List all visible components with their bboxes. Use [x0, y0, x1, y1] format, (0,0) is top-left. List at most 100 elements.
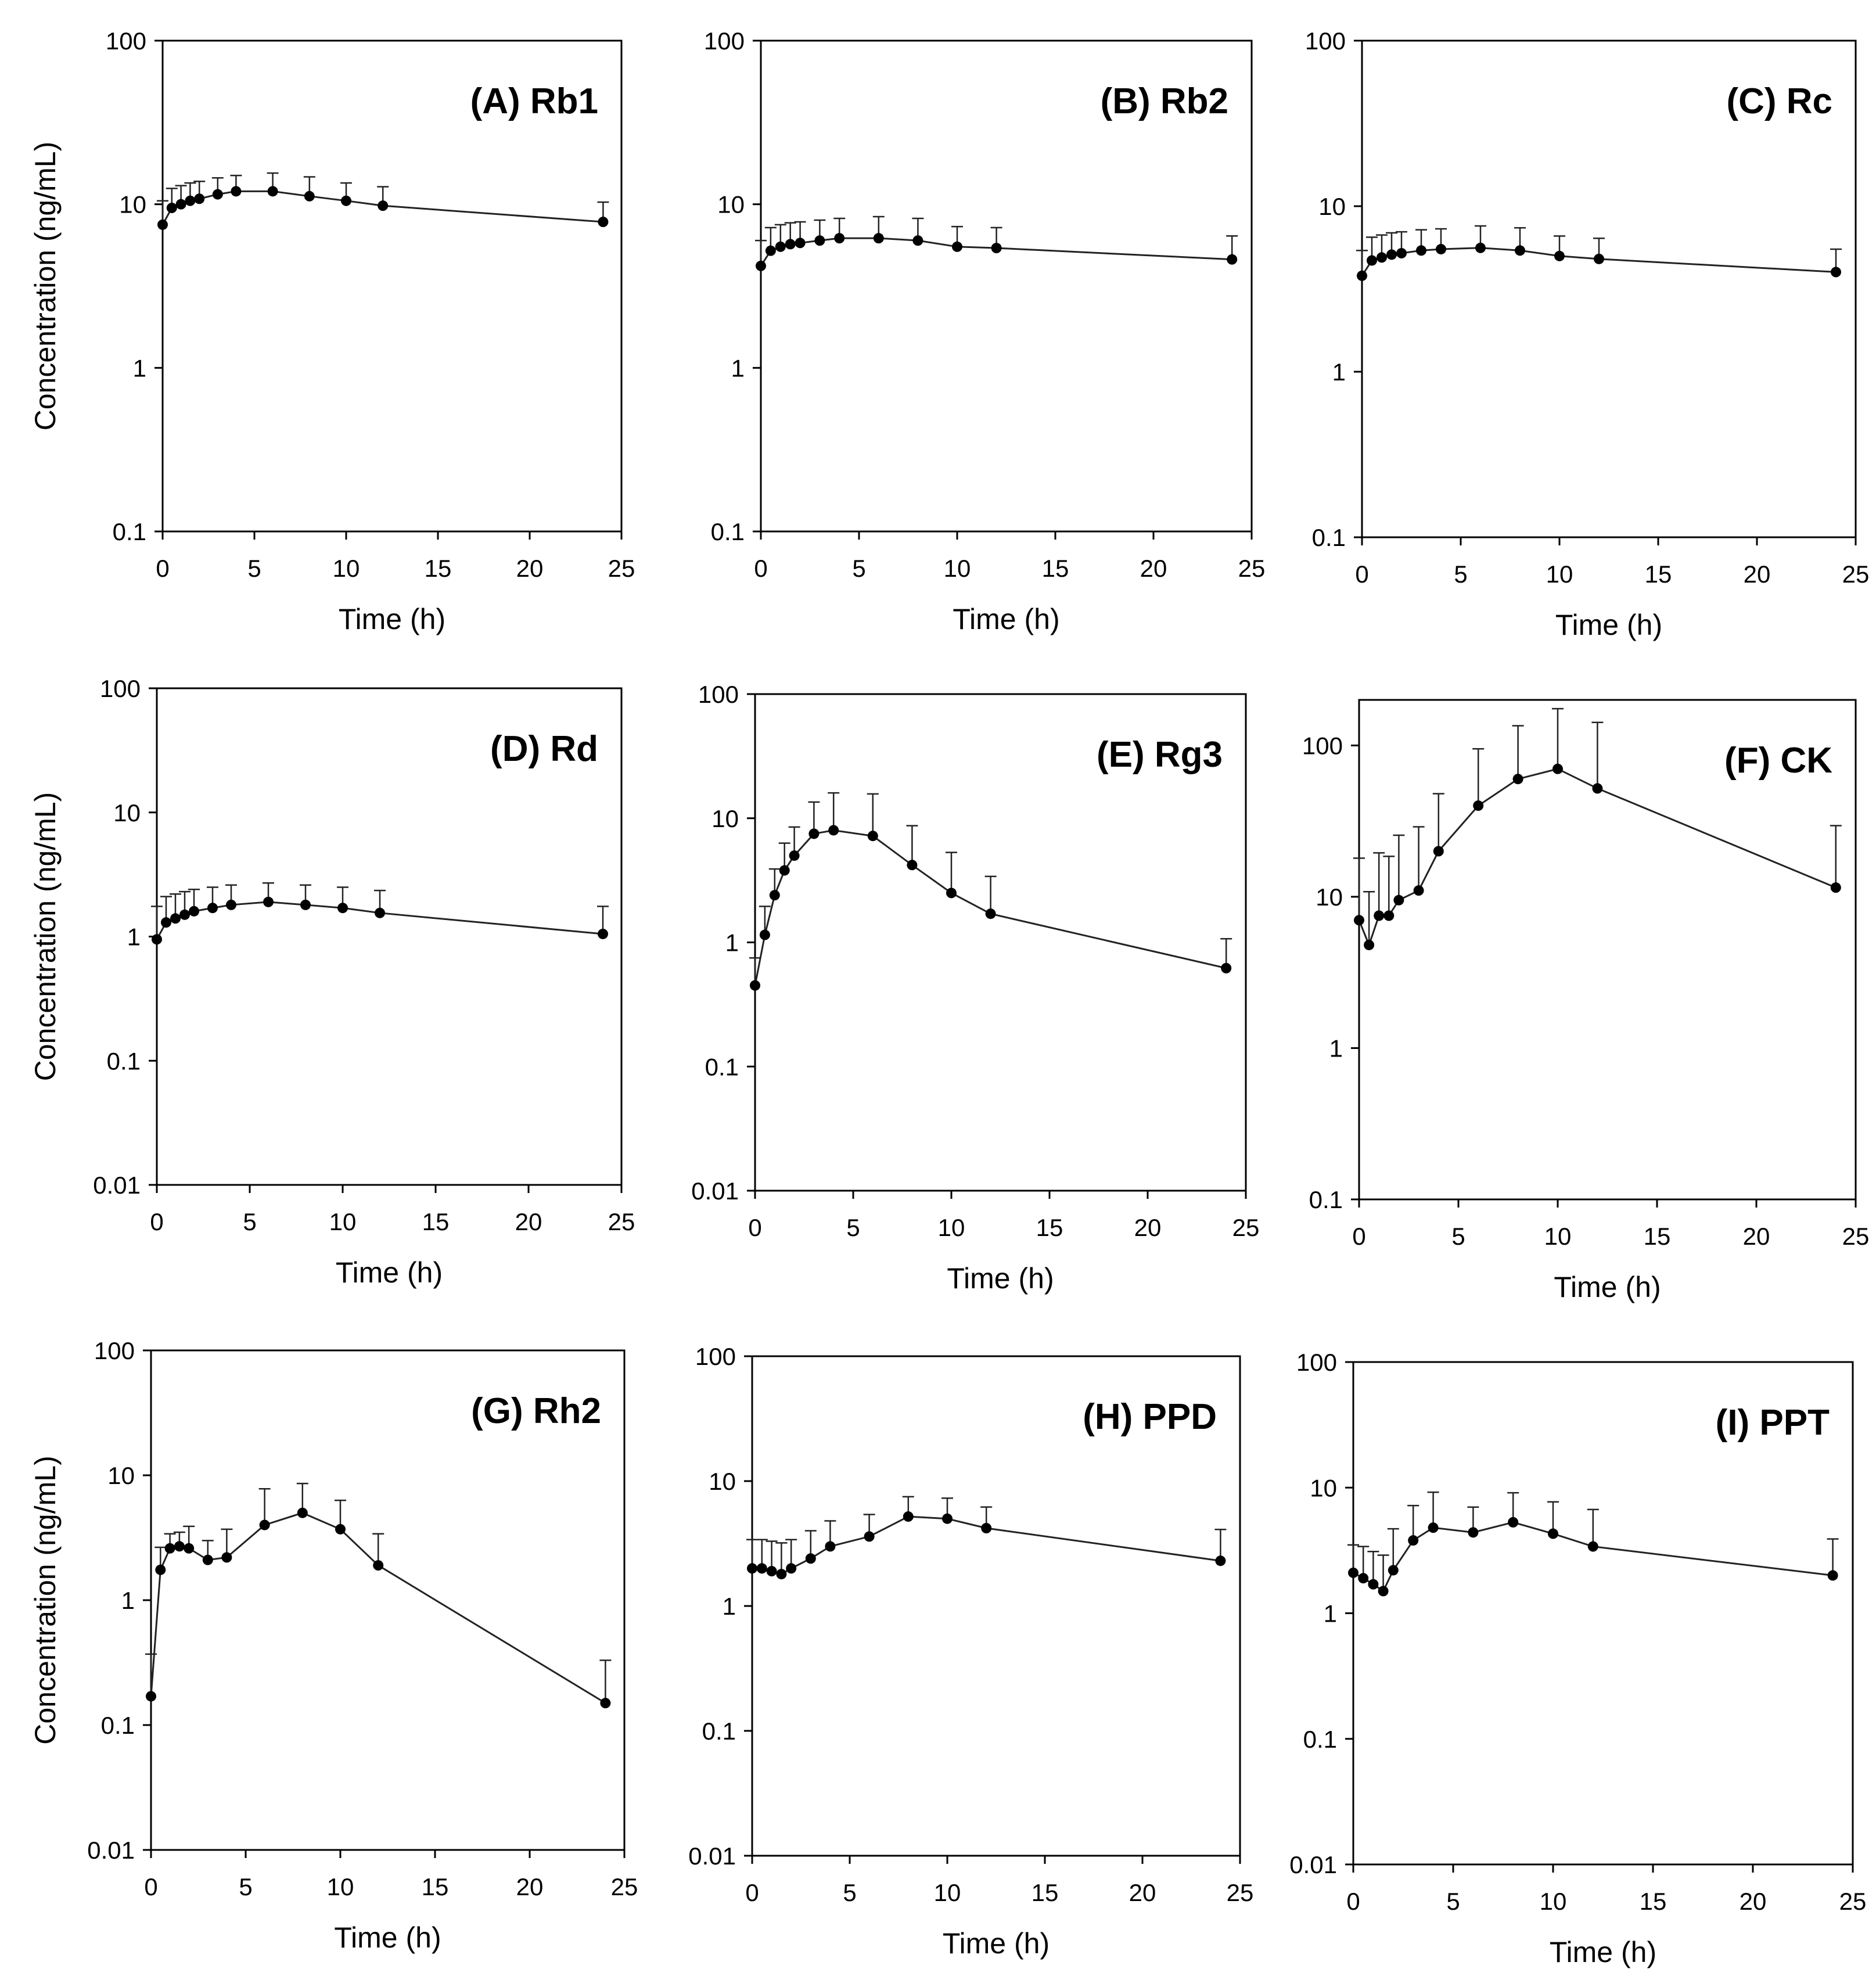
data-point: [779, 865, 790, 876]
data-point: [1408, 1535, 1419, 1546]
plot-frame: [161, 39, 623, 533]
data-point: [1378, 1586, 1389, 1597]
panel-title: (E) Rg3: [1097, 735, 1223, 775]
data-point: [161, 917, 171, 928]
x-axis-label: Time (h): [334, 1921, 441, 1954]
data-point: [750, 980, 760, 991]
x-tick-label: 0: [745, 1879, 759, 1906]
data-point: [170, 913, 181, 924]
y-tick-label: 0.01: [688, 1842, 736, 1870]
x-axis-label: Time (h): [953, 603, 1059, 635]
data-point: [1515, 245, 1525, 256]
y-tick-label: 1: [127, 924, 141, 951]
data-point: [184, 1543, 195, 1554]
data-point: [267, 186, 278, 197]
data-point: [795, 238, 806, 249]
data-point: [1594, 253, 1604, 264]
x-tick-label: 5: [247, 555, 261, 582]
x-tick-label: 20: [515, 1208, 542, 1235]
y-tick-label: 1: [1332, 358, 1346, 386]
x-tick-label: 15: [1032, 1879, 1059, 1906]
y-tick-label: 0.01: [93, 1172, 141, 1199]
y-tick-label: 1: [725, 929, 739, 957]
series-line: [754, 829, 1227, 986]
data-point: [378, 200, 389, 211]
data-point: [175, 199, 186, 210]
y-tick-label: 0.01: [87, 1837, 135, 1864]
data-point: [1475, 242, 1486, 253]
plot-frame: [1358, 699, 1857, 1201]
panel-title: (F) CK: [1724, 741, 1832, 781]
data-point: [202, 1554, 213, 1565]
x-tick-label: 20: [1744, 560, 1771, 588]
x-tick-label: 5: [1446, 1888, 1460, 1915]
data-point: [769, 890, 780, 901]
x-tick-label: 5: [843, 1879, 856, 1906]
x-tick-label: 25: [1842, 1223, 1870, 1250]
data-point: [1552, 763, 1563, 774]
data-point: [1215, 1555, 1226, 1566]
y-tick-label: 10: [1310, 1474, 1337, 1501]
y-tick-label: 100: [106, 27, 146, 55]
data-point: [1512, 774, 1523, 785]
data-point: [207, 903, 218, 914]
data-point: [1374, 910, 1385, 921]
data-point: [789, 850, 800, 861]
data-point: [1396, 247, 1407, 258]
data-point: [1357, 270, 1367, 281]
data-point: [1433, 846, 1444, 857]
x-tick-label: 15: [1036, 1214, 1063, 1241]
panel-title: (D) Rd: [490, 729, 598, 769]
x-tick-label: 0: [156, 555, 169, 582]
data-point: [189, 906, 199, 917]
data-point: [1548, 1528, 1558, 1539]
y-tick-label: 0.1: [1309, 1186, 1343, 1213]
data-point: [1354, 915, 1364, 926]
data-point: [179, 909, 190, 920]
data-point: [373, 1560, 384, 1571]
x-tick-label: 20: [1743, 1223, 1770, 1250]
x-tick-label: 0: [754, 555, 767, 582]
data-point: [1368, 1579, 1379, 1590]
data-point: [212, 189, 223, 200]
y-tick-label: 100: [1302, 732, 1343, 759]
chart-panel-4: 0 5 10 15 20 25 0.01 0.1 1 10 100 (D) Rd Time (h) Con…: [29, 675, 635, 1289]
data-point: [1428, 1522, 1439, 1533]
data-point: [946, 887, 957, 899]
x-tick-label: 15: [422, 1208, 450, 1235]
data-point: [231, 186, 242, 197]
x-tick-label: 25: [1839, 1888, 1867, 1915]
chart-panel-3: 0 5 10 15 20 25 0.1 1 10 100 (C) Rc Time (h): [1305, 27, 1869, 641]
data-point: [1393, 894, 1404, 906]
y-tick-label: 0.1: [1303, 1726, 1337, 1753]
data-point: [765, 245, 776, 256]
chart-panel-1: 0 5 10 15 20 25 0.1 1 10 100 (A) Rb1 Time (h) Concen…: [29, 27, 635, 635]
x-tick-label: 20: [1140, 555, 1167, 582]
data-point: [337, 903, 348, 914]
data-point: [1587, 1541, 1598, 1552]
y-tick-label: 100: [1296, 1349, 1337, 1376]
y-tick-label: 0.1: [702, 1717, 736, 1745]
data-point: [1364, 939, 1375, 950]
chart-panel-2: 0 5 10 15 20 25 0.1 1 10 100 (B) Rb2 Time (h): [704, 27, 1265, 635]
data-point: [805, 1553, 816, 1564]
data-point: [1831, 267, 1841, 278]
panel-title: (C) Rc: [1726, 81, 1832, 121]
data-point: [152, 934, 162, 945]
x-axis-label: Time (h): [1555, 609, 1662, 641]
y-tick-label: 0.1: [101, 1712, 135, 1739]
y-tick-label: 0.1: [107, 1047, 141, 1075]
data-point: [828, 825, 839, 836]
data-point: [1221, 962, 1232, 973]
data-point: [1508, 1517, 1519, 1528]
y-tick-label: 1: [1324, 1600, 1337, 1627]
x-tick-label: 15: [1645, 560, 1672, 588]
x-tick-label: 25: [1227, 1879, 1254, 1906]
data-point: [263, 896, 274, 907]
data-point: [981, 1523, 992, 1534]
data-point: [146, 1691, 156, 1702]
y-axis-label: Concentration (ng/mL): [29, 1456, 62, 1744]
data-point: [747, 1563, 757, 1574]
x-tick-label: 0: [150, 1208, 163, 1235]
x-axis-label: Time (h): [1550, 1936, 1656, 1968]
